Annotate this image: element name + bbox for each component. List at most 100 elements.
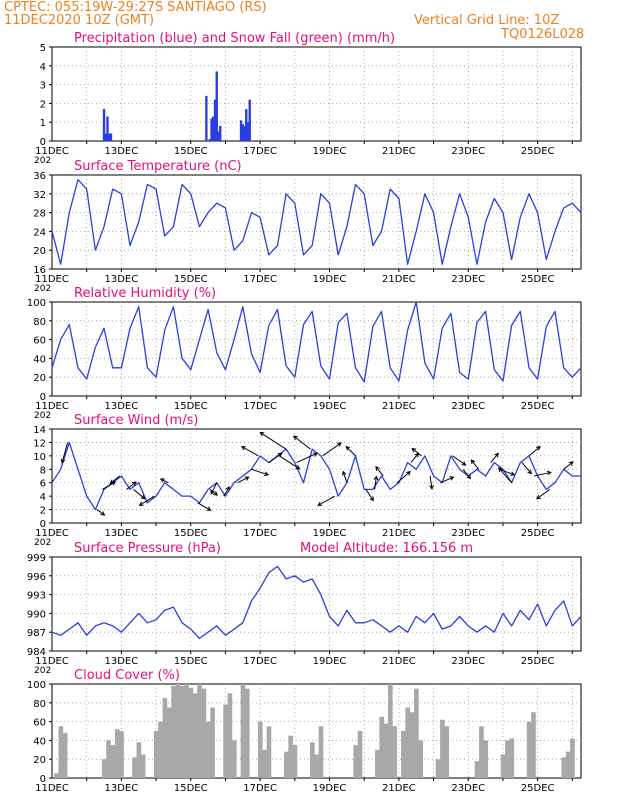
cloud-ytick-label: 20: [33, 755, 46, 766]
wind-arrow: [126, 481, 137, 490]
temperature-xtick-label: 15DEC: [174, 274, 208, 285]
precip-bar: [248, 99, 251, 141]
precip-ytick-label: 1: [40, 118, 46, 129]
wind-ytick-label: 2: [40, 506, 46, 517]
wind-arrow-head: [345, 445, 351, 451]
wind-arrow-head: [140, 494, 146, 500]
cloud-bar: [240, 684, 246, 778]
pressure-ytick-label: 993: [27, 591, 46, 602]
cloud-bar: [58, 726, 64, 778]
cloud-bar: [388, 684, 393, 778]
wind-arrow: [521, 462, 532, 474]
wind-arrow-head: [312, 452, 318, 457]
precip-ytick-label: 0: [40, 137, 46, 148]
precip-bar: [104, 133, 107, 141]
pressure-ytick-label: 999: [27, 553, 46, 564]
wind-arrow: [210, 482, 218, 495]
wind-arrow: [139, 495, 155, 506]
humidity-ytick-label: 60: [33, 336, 46, 347]
cloud-bar: [418, 740, 424, 778]
precip-bar: [210, 118, 213, 141]
cloud-bar: [288, 735, 293, 778]
wind-arrow-head: [337, 442, 342, 447]
temperature-xtick-label: 21DEC: [382, 274, 416, 285]
wind-ytick-label: 14: [33, 425, 46, 436]
cloud-xtick-label: 13DEC: [105, 783, 139, 794]
cloud-ytick-label: 40: [33, 736, 46, 747]
wind-arrow-head: [494, 452, 499, 458]
wind-arrow-head: [466, 474, 472, 480]
cloud-bar: [405, 707, 411, 778]
precip-bar: [217, 131, 220, 141]
pressure-year-label: 202: [34, 666, 51, 676]
cloud-bar: [171, 685, 176, 778]
wind-arrow: [490, 453, 499, 463]
cloud-bar: [435, 759, 441, 778]
precip-ytick-label: 2: [40, 99, 46, 110]
cloud-bar: [106, 740, 111, 778]
wind-arrow-head: [159, 478, 165, 483]
temperature-frame: [51, 174, 582, 270]
cloud-bar: [62, 732, 68, 778]
pressure-xtick-label: 19DEC: [313, 656, 347, 667]
humidity-series-line: [51, 301, 582, 383]
cloud-bar: [132, 757, 137, 778]
wind-arrow: [160, 478, 169, 484]
wind-arrow-head: [546, 470, 552, 476]
wind-arrow-head: [527, 469, 532, 475]
cloud-bar: [440, 719, 445, 778]
precip-bar: [239, 120, 243, 141]
wind-arrow-head: [259, 431, 265, 437]
cloud-bar: [500, 754, 506, 778]
wind-arrow: [470, 459, 480, 470]
precip-bar: [106, 116, 109, 141]
precip-xtick-label: 13DEC: [105, 146, 139, 157]
humidity-ytick-label: 100: [27, 298, 46, 309]
cloud-bar: [101, 759, 107, 778]
cloud-bar: [414, 688, 419, 778]
precip-xtick-label: 21DEC: [382, 146, 416, 157]
pressure-frame: [51, 556, 582, 652]
cloud-bar: [392, 726, 398, 778]
wind-xtick-label: 19DEC: [313, 528, 347, 539]
wind-arrow-head: [109, 479, 115, 485]
cloud-xtick-label: 21DEC: [382, 783, 416, 794]
wind-arrow: [278, 455, 300, 470]
humidity-xtick-label: 13DEC: [105, 401, 139, 412]
precip-bar: [205, 95, 208, 141]
wind-series-line: [51, 441, 581, 511]
wind-arrow: [345, 446, 356, 457]
cloud-bar: [314, 754, 319, 778]
wind-arrow-head: [292, 435, 298, 441]
cloud-bar: [401, 731, 406, 778]
cloud-bar: [266, 726, 272, 778]
wind-arrow: [237, 476, 249, 484]
precip-bar: [245, 109, 248, 141]
temperature-ytick-label: 32: [33, 190, 46, 201]
cloud-bar: [175, 684, 181, 778]
cloud-bar: [531, 712, 536, 778]
cloud-bar: [383, 723, 389, 778]
cloud-bar: [110, 745, 116, 778]
cloud-xtick-label: 11DEC: [35, 783, 69, 794]
precip-bar: [102, 109, 106, 141]
wind-arrow: [61, 442, 69, 463]
wind-xtick-label: 21DEC: [382, 528, 416, 539]
cloud-bar: [570, 738, 575, 778]
wind-title: Surface Wind (m/s): [74, 413, 198, 428]
humidity-xtick-label: 25DEC: [521, 401, 555, 412]
pressure-xtick-label: 21DEC: [382, 656, 416, 667]
cloud-ytick-label: 80: [33, 699, 46, 710]
cloud-xtick-label: 23DEC: [451, 783, 485, 794]
wind-arrow: [396, 471, 411, 484]
temperature-xtick-label: 19DEC: [313, 274, 347, 285]
humidity-xtick-label: 17DEC: [243, 401, 277, 412]
cloud-bar: [192, 693, 198, 778]
cloud-bar: [409, 712, 415, 778]
wind-arrow-head: [470, 459, 476, 465]
cloud-bar: [509, 738, 515, 778]
wind-arrow-head: [295, 465, 301, 470]
wind-arrow-head: [535, 445, 541, 451]
wind-arrow: [375, 466, 384, 477]
precip-bar: [212, 116, 215, 141]
